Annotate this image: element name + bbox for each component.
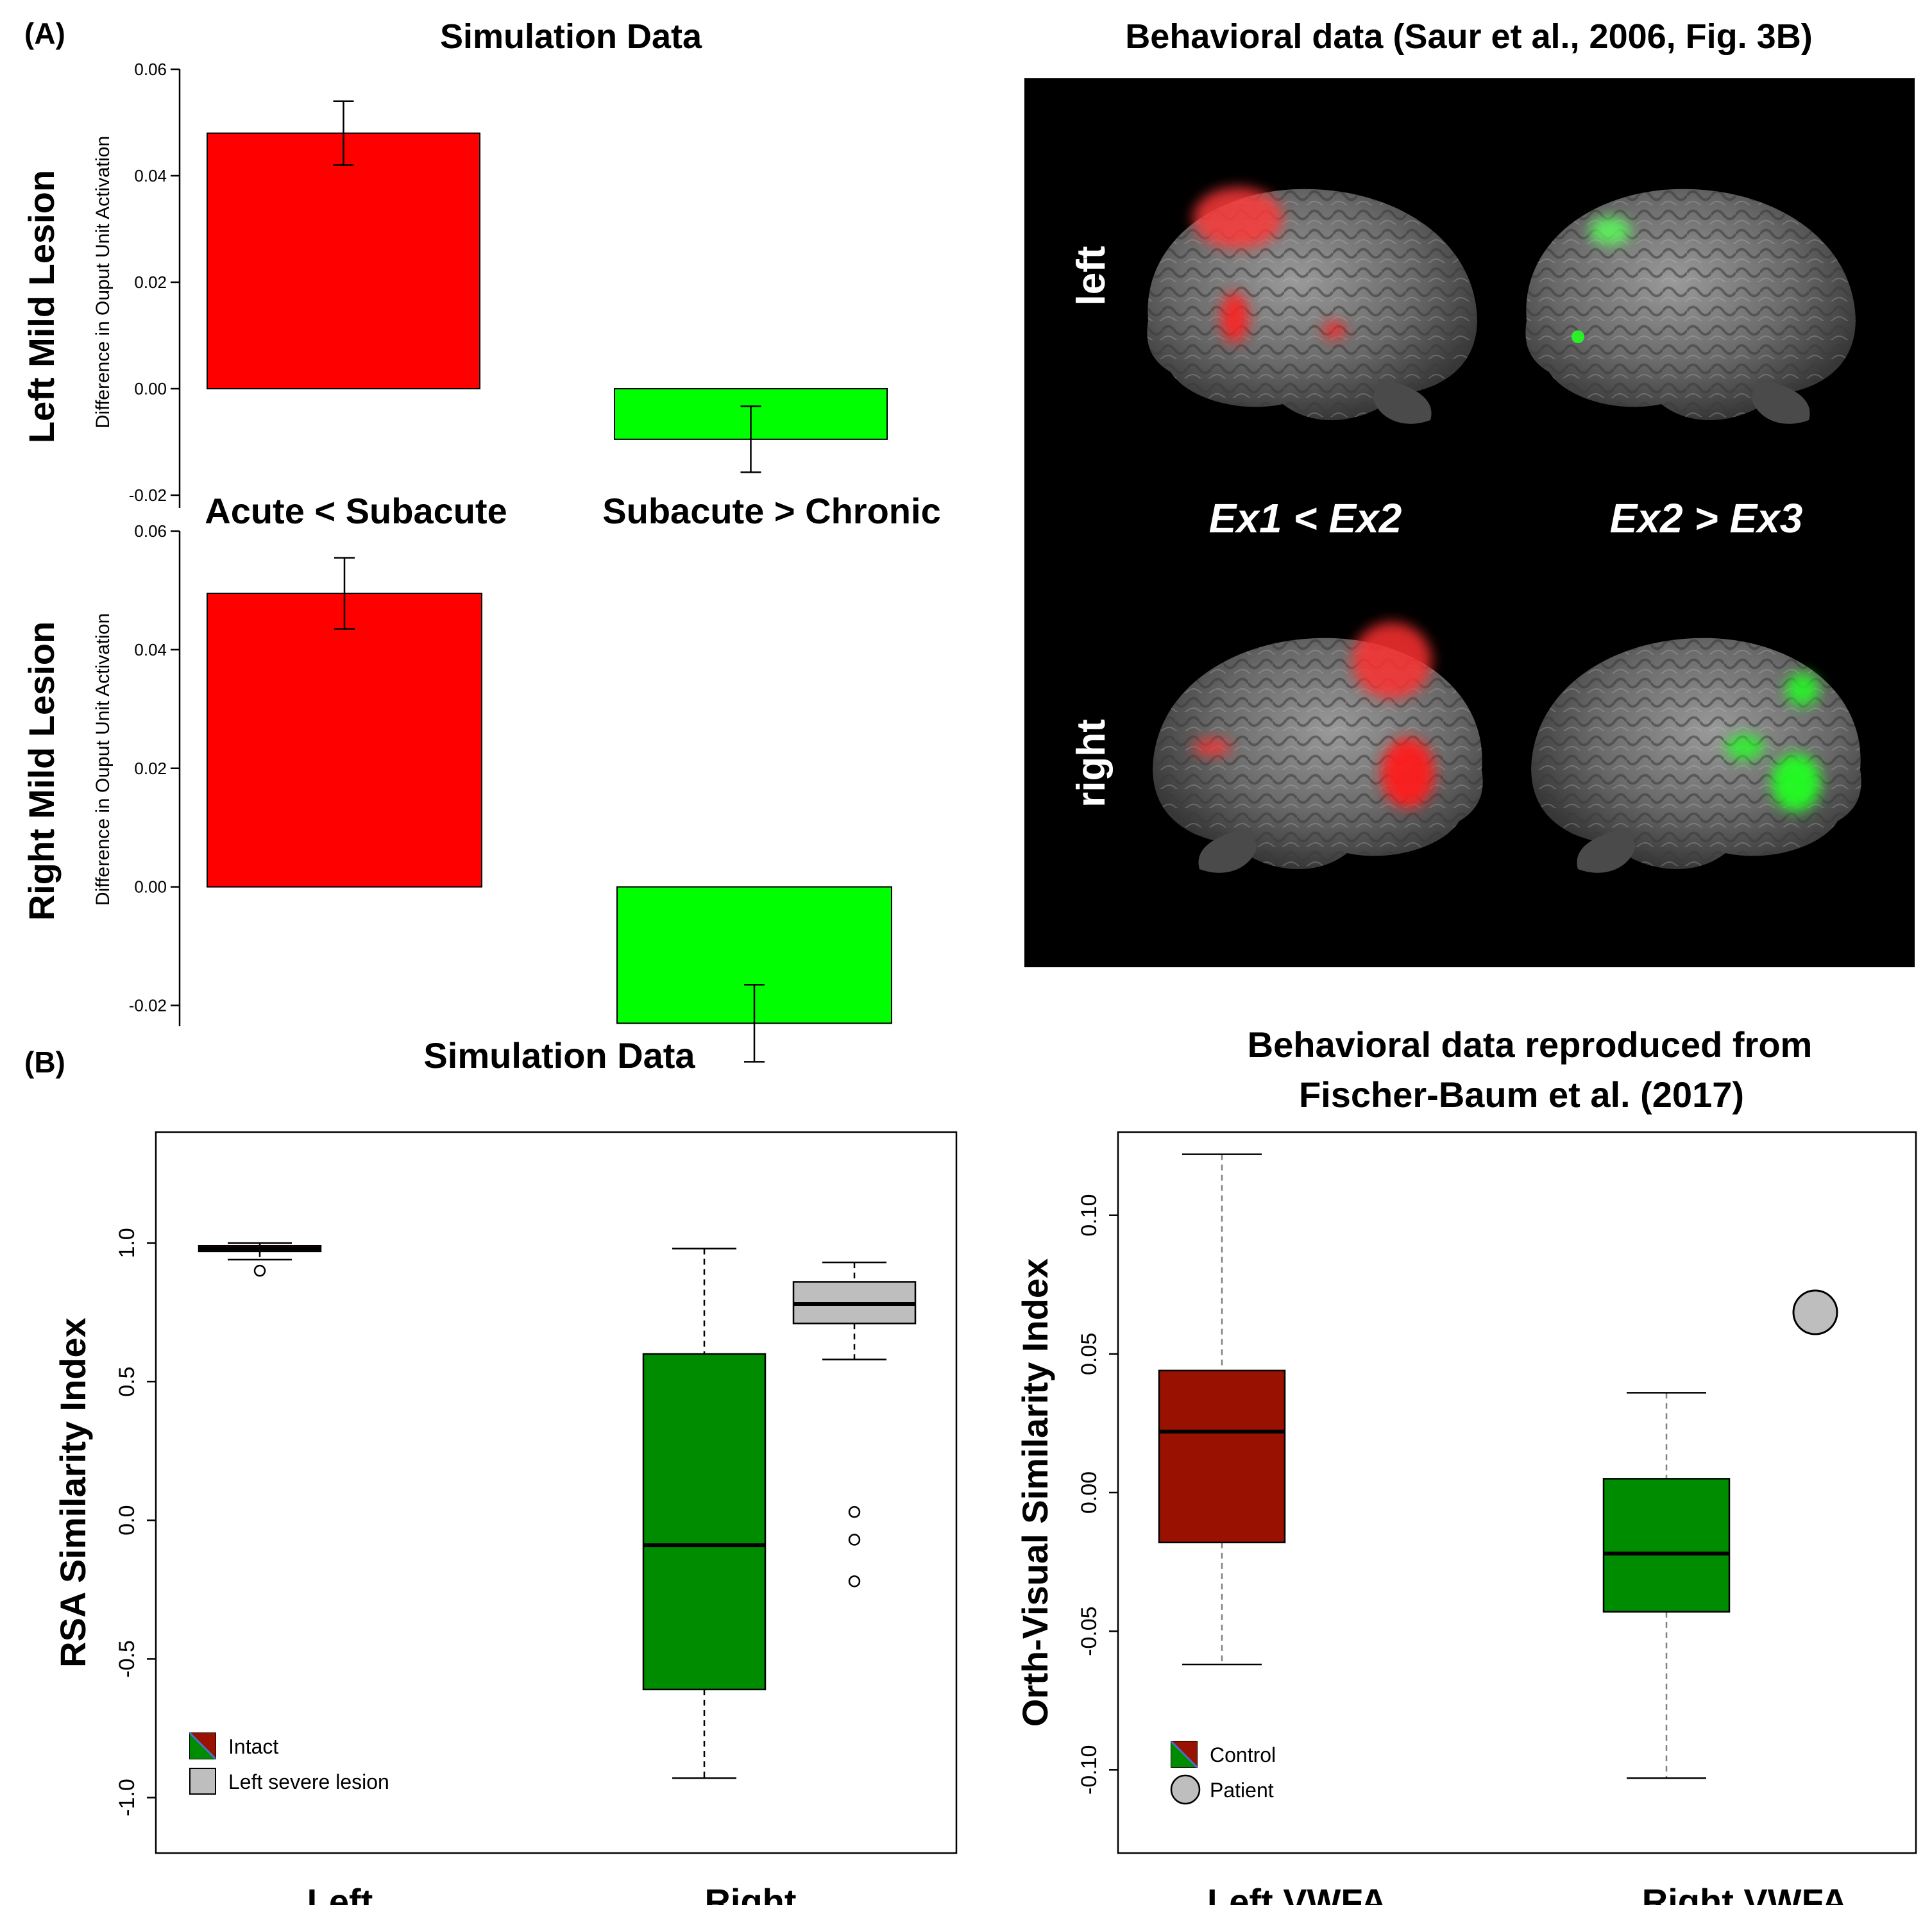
y-tick-label: -0.05 — [1077, 1606, 1101, 1656]
outlier-point — [253, 1264, 266, 1277]
brain-row-label-left: left — [1069, 246, 1114, 306]
category-label-subacute-chronic: Subacute > Chronic — [602, 491, 940, 531]
bar-acute-subacute — [207, 132, 480, 389]
y-tick-label: 0.5 — [115, 1366, 139, 1396]
y-tick-label: 0.06 — [134, 521, 167, 541]
x-group-label: Right — [704, 1881, 796, 1905]
y-tick-label: -1.0 — [115, 1779, 139, 1816]
y-tick-label: 0.10 — [1077, 1194, 1101, 1237]
plot-frame — [155, 1131, 958, 1854]
outlier-point — [848, 1575, 861, 1588]
y-axis-label: RSA Similarity Index — [53, 1317, 93, 1668]
boxplot-orth-visual-similarity: -0.10 -0.05 0.00 0.05 0.10 Orth-Visual Simila… — [1015, 1131, 1917, 1905]
y-tick-label: 0.06 — [134, 60, 167, 79]
box — [642, 1353, 767, 1691]
brain-col-label-ex2-ex3: Ex2 > Ex3 — [1610, 495, 1803, 541]
y-tick-label: -0.5 — [115, 1640, 139, 1678]
outlier-point — [848, 1506, 861, 1518]
y-tick-label: 0.00 — [134, 379, 167, 398]
bar-chart-right-mild-lesion: -0.02 0.00 0.02 0.04 0.06 Difference in Ouput… — [92, 521, 892, 1063]
brain-image-panel: left right Ex1 < Ex2 Ex2 > Ex3 — [1024, 78, 1915, 967]
y-tick-label: -0.02 — [129, 486, 167, 505]
y-tick-label: 0.0 — [115, 1505, 139, 1536]
y-axis-label: Orth-Visual Similarity Index — [1015, 1258, 1055, 1727]
brain-right-ex2-ex3 — [1531, 638, 1861, 873]
legend-swatch-gray — [189, 1768, 216, 1795]
legend-label: Left severe lesion — [228, 1770, 389, 1793]
bar-chart-left-mild-lesion: -0.02 0.00 0.02 0.04 0.06 Difference in Ouput… — [92, 60, 888, 508]
x-group-label: Right VWFA — [1642, 1881, 1847, 1905]
bar-acute-subacute — [207, 593, 482, 888]
y-tick-label: -0.02 — [129, 996, 167, 1015]
panel-b-sim-title: Simulation Data — [423, 1035, 695, 1076]
outlier-point — [848, 1534, 861, 1546]
panel-b-beh-title-line1: Behavioral data reproduced from — [1248, 1024, 1813, 1065]
y-tick-label: 0.00 — [1077, 1471, 1101, 1514]
panel-a-label: (A) — [24, 17, 65, 50]
x-group-label: Left VWFA — [1207, 1881, 1387, 1905]
row-label-right-mild-lesion: Right Mild Lesion — [21, 622, 62, 921]
y-tick-label: 0.04 — [134, 640, 167, 659]
brain-left-ex2-ex3 — [1525, 189, 1856, 424]
y-tick-label: 0.02 — [134, 759, 167, 778]
y-tick-label: 1.0 — [115, 1228, 139, 1258]
brain-right-ex1-ex2 — [1153, 622, 1483, 873]
legend-label: Control — [1210, 1743, 1276, 1766]
panel-b-label: (B) — [24, 1046, 65, 1079]
panel-a-sim-title: Simulation Data — [440, 17, 702, 56]
y-tick-label: 0.02 — [134, 273, 167, 292]
y-axis-label: Difference in Ouput Unit Activation — [92, 613, 114, 906]
box — [1158, 1369, 1286, 1544]
brain-left-ex1-ex2 — [1147, 187, 1477, 424]
legend-swatch-circle — [1170, 1774, 1201, 1805]
row-label-left-mild-lesion: Left Mild Lesion — [21, 170, 62, 443]
brain-row-label-right: right — [1069, 719, 1114, 808]
boxplot-rsa-similarity: -1.0 -0.5 0.0 0.5 1.0 RSA Similarity Index Lef… — [53, 1131, 958, 1905]
legend-label: Patient — [1210, 1779, 1274, 1802]
y-tick-label: 0.04 — [134, 166, 167, 185]
panel-a-brain-title: Behavioral data (Saur et al., 2006, Fig.… — [1125, 17, 1812, 56]
y-tick-label: 0.00 — [134, 877, 167, 897]
legend-swatch-diagonal — [189, 1732, 217, 1760]
patient-point — [1792, 1289, 1838, 1335]
brain-col-label-ex1-ex2: Ex1 < Ex2 — [1209, 495, 1402, 541]
legend-swatch-diagonal — [1170, 1740, 1198, 1768]
category-label-acute-subacute: Acute < Subacute — [205, 491, 507, 531]
legend-label: Intact — [228, 1735, 278, 1758]
panel-b-beh-title-line2: Fischer-Baum et al. (2017) — [1299, 1074, 1744, 1115]
y-tick-label: -0.10 — [1077, 1745, 1101, 1795]
x-group-label: Left — [307, 1881, 373, 1905]
y-tick-label: 0.05 — [1077, 1333, 1101, 1375]
y-axis-label: Difference in Ouput Unit Activation — [92, 136, 114, 428]
box — [1602, 1478, 1731, 1613]
